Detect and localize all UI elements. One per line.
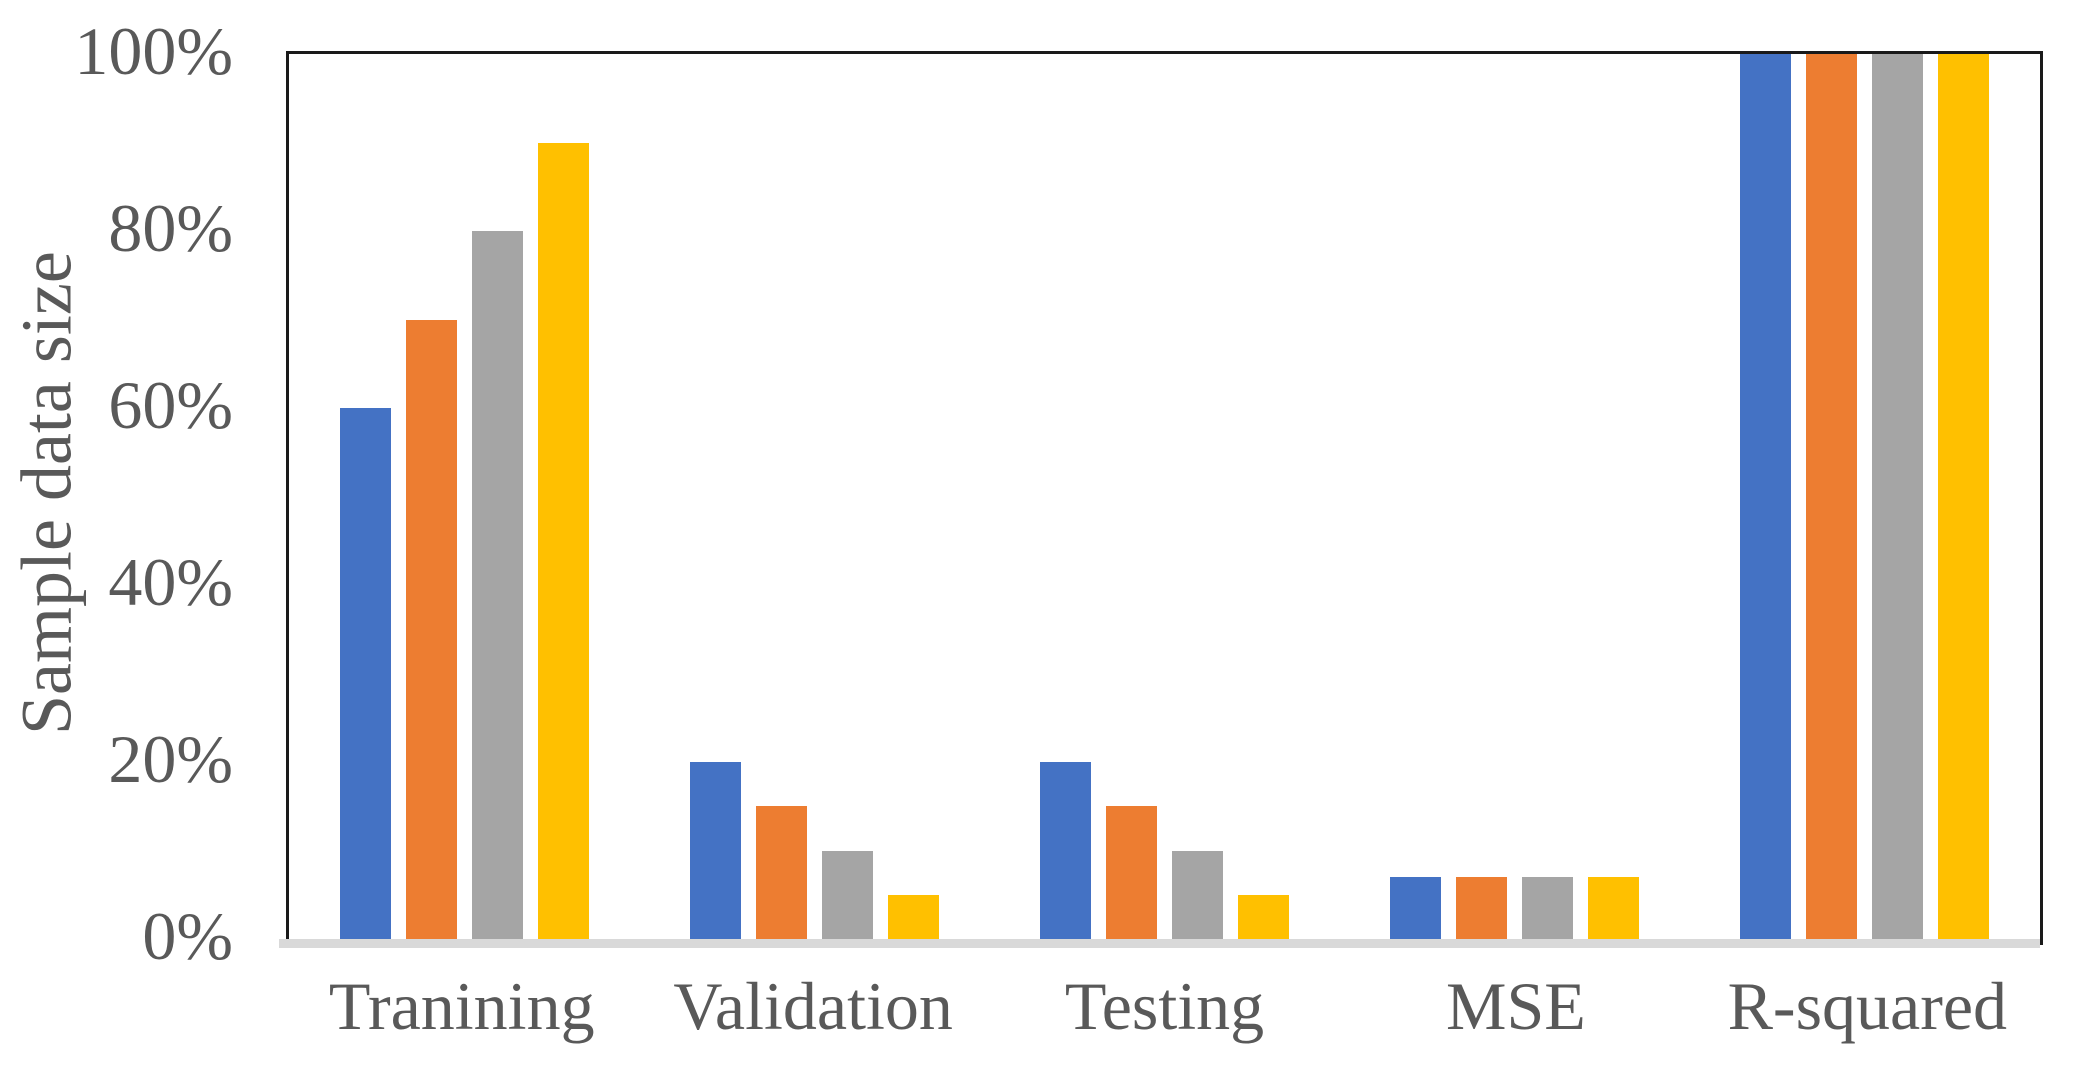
bar-testing-orange [1106, 806, 1157, 939]
bar-validation-orange [755, 806, 807, 939]
x-axis-category-labels: Tranining Validation Testing MSE R-squared [286, 972, 2043, 1040]
bar-r-squared-blue [1740, 54, 1792, 939]
bar-testing-gray [1172, 850, 1223, 939]
y-tick-100%: 100% [74, 13, 233, 89]
y-tick-20%: 20% [108, 721, 233, 797]
bar-r-squared-orange [1806, 54, 1858, 939]
y-tick-40%: 40% [108, 544, 233, 620]
x-label-r-squared: R-squared [1727, 968, 2008, 1044]
bar-group-r-squared [1690, 54, 2040, 939]
bar-validation-gray [821, 850, 873, 939]
bar-r-squared-gray [1872, 54, 1924, 939]
bar-tranining-blue [339, 408, 391, 939]
bar-group-mse [1340, 54, 1690, 939]
bar-validation-blue [689, 762, 741, 939]
bar-mse-gray [1522, 877, 1574, 939]
y-tick-0%: 0% [142, 898, 233, 974]
x-label-tranining: Tranining [328, 968, 595, 1044]
bar-group-testing [989, 54, 1339, 939]
bar-group-validation [639, 54, 989, 939]
bar-testing-yellow [1238, 894, 1289, 939]
x-axis-line [279, 939, 2040, 948]
bar-groups [289, 54, 2040, 939]
y-tick-60%: 60% [108, 367, 233, 443]
bar-mse-yellow [1588, 877, 1640, 939]
bar-testing-blue [1040, 762, 1091, 939]
bar-mse-blue [1390, 877, 1442, 939]
bar-tranining-gray [471, 231, 523, 939]
bar-tranining-yellow [537, 142, 589, 939]
bar-validation-yellow [887, 894, 939, 939]
x-label-testing: Testing [1064, 968, 1265, 1044]
bar-r-squared-yellow [1938, 54, 1990, 939]
x-label-mse: MSE [1446, 968, 1586, 1044]
y-axis-tick-labels: 0% 20% 40% 60% 80% 100% [0, 0, 233, 1069]
y-tick-80%: 80% [108, 190, 233, 266]
bar-group-tranining [289, 54, 639, 939]
bar-tranining-orange [405, 319, 457, 939]
bar-mse-orange [1456, 877, 1508, 939]
x-label-validation: Validation [673, 968, 953, 1044]
plot-area [279, 51, 2043, 948]
